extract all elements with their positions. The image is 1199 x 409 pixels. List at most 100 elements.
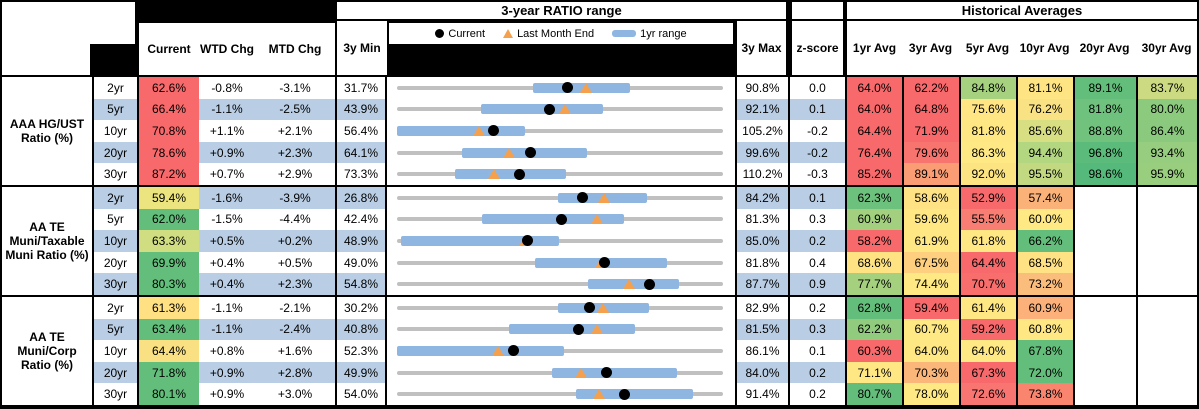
col-30yr-avg: 30yr Avg xyxy=(1141,41,1192,55)
cell-mtd-chg: +2.3% xyxy=(255,141,335,164)
last-month-end-marker xyxy=(492,345,505,356)
last-month-end-triangle-icon xyxy=(503,29,514,38)
current-marker xyxy=(600,367,612,379)
table-row: 20yr 78.6% +0.9% +2.3% 64.1% 99.6% -0.2 76.4% 79… xyxy=(92,141,1199,164)
range-chart xyxy=(385,251,735,274)
col-3yr-avg: 3yr Avg xyxy=(908,41,953,55)
range-chart xyxy=(385,318,735,341)
row-group-label: AAA HG/UST Ratio (%) xyxy=(0,77,92,185)
table-row: 5yr 62.0% -1.5% -4.4% 42.4% 81.3% 0.3 60.9% 59.6… xyxy=(92,208,1199,231)
cell-current: 78.6% xyxy=(137,141,199,164)
cell-current: 61.3% xyxy=(137,297,199,319)
cell-mtd-chg: +3.0% xyxy=(255,383,335,405)
cell-avg: 72.6% xyxy=(959,383,1016,405)
cell-avg: 70.3% xyxy=(902,361,959,384)
cell-z-score: 0.2 xyxy=(788,383,845,405)
range-chart xyxy=(385,77,735,99)
cell-avg: 62.2% xyxy=(902,77,959,99)
cell-z-score: -0.3 xyxy=(788,163,845,185)
cell-avg xyxy=(1136,273,1199,295)
cell-mtd-chg: -2.1% xyxy=(255,297,335,319)
cell-current: 62.0% xyxy=(137,208,199,231)
cell-current: 87.2% xyxy=(137,163,199,185)
cell-3y-min: 49.0% xyxy=(335,251,385,274)
cell-avg: 61.8% xyxy=(959,230,1016,252)
one-year-range-bar xyxy=(551,367,678,378)
cell-avg xyxy=(1136,251,1199,274)
last-month-end-marker xyxy=(488,169,501,180)
change-columns-header: Current WTD Chg MTD Chg xyxy=(139,23,335,75)
one-year-range-bar xyxy=(455,169,566,180)
last-month-end-marker xyxy=(558,104,571,115)
cell-avg: 71.9% xyxy=(902,120,959,142)
cell-avg xyxy=(1073,208,1136,231)
cell-tenor: 20yr xyxy=(92,141,137,164)
cell-avg: 86.3% xyxy=(959,141,1016,164)
cell-avg: 93.4% xyxy=(1136,141,1199,164)
cell-avg: 81.8% xyxy=(1073,98,1136,121)
ratio-section: AAA HG/UST Ratio (%) 2yr 62.6% -0.8% -3.1% 31… xyxy=(0,77,1199,185)
one-year-range-bar xyxy=(397,345,564,356)
cell-tenor: 2yr xyxy=(92,187,137,209)
cell-avg xyxy=(1073,297,1136,319)
cell-avg: 74.4% xyxy=(902,273,959,295)
cell-3y-max: 85.0% xyxy=(735,230,788,252)
range-chart xyxy=(385,98,735,121)
cell-3y-max: 82.9% xyxy=(735,297,788,319)
cell-avg: 66.2% xyxy=(1016,230,1073,252)
cell-avg xyxy=(1073,230,1136,252)
one-year-range-bar-icon xyxy=(612,30,637,37)
col-current: Current xyxy=(147,42,191,56)
cell-3y-max: 87.7% xyxy=(735,273,788,295)
last-month-end-marker xyxy=(593,389,606,400)
cell-wtd-chg: +0.7% xyxy=(199,163,255,185)
col-z-score: z-score xyxy=(792,21,843,75)
cell-3y-max: 81.3% xyxy=(735,208,788,231)
cell-avg: 75.6% xyxy=(959,98,1016,121)
cell-avg: 80.0% xyxy=(1136,98,1199,121)
cell-tenor: 30yr xyxy=(92,383,137,405)
cell-z-score: 0.9 xyxy=(788,273,845,295)
range-chart xyxy=(385,230,735,252)
last-month-end-marker xyxy=(579,82,592,93)
cell-avg xyxy=(1136,383,1199,405)
cell-avg: 94.4% xyxy=(1016,141,1073,164)
cell-mtd-chg: -4.4% xyxy=(255,208,335,231)
cell-mtd-chg: +0.2% xyxy=(255,230,335,252)
cell-avg: 83.7% xyxy=(1136,77,1199,99)
current-marker xyxy=(521,235,533,247)
cell-avg: 89.1% xyxy=(1073,77,1136,99)
range-chart xyxy=(385,208,735,231)
cell-current: 62.6% xyxy=(137,77,199,99)
row-group-label: AA TE Muni/Corp Ratio (%) xyxy=(0,297,92,405)
legend-1yr-range: 1yr range xyxy=(612,28,687,40)
one-year-range-bar xyxy=(462,147,588,158)
cell-avg: 81.8% xyxy=(959,120,1016,142)
cell-wtd-chg: +0.9% xyxy=(199,141,255,164)
one-year-range-bar xyxy=(481,214,625,225)
cell-avg: 60.9% xyxy=(1016,297,1073,319)
cell-3y-min: 73.3% xyxy=(335,163,385,185)
cell-3y-max: 91.4% xyxy=(735,383,788,405)
cell-3y-min: 30.2% xyxy=(335,297,385,319)
table-row: 10yr 64.4% +0.8% +1.6% 52.3% 86.1% 0.1 60.3% 64.… xyxy=(92,340,1199,362)
cell-avg: 64.8% xyxy=(902,98,959,121)
table-row: 20yr 71.8% +0.9% +2.8% 49.9% 84.0% 0.2 71.1% 70.… xyxy=(92,361,1199,384)
cell-wtd-chg: -0.8% xyxy=(199,77,255,99)
cell-avg: 68.6% xyxy=(845,251,902,274)
cell-avg: 79.6% xyxy=(902,141,959,164)
ratio-section: AA TE Muni/Taxable Muni Ratio (%) 2yr 59.4… xyxy=(0,187,1199,295)
cell-avg xyxy=(1136,361,1199,384)
cell-mtd-chg: -3.9% xyxy=(255,187,335,209)
table-row: 5yr 66.4% -1.1% -2.5% 43.9% 92.1% 0.1 64.0% 64.8… xyxy=(92,98,1199,121)
cell-avg: 70.7% xyxy=(959,273,1016,295)
one-year-range-bar xyxy=(509,324,635,335)
section-rows: 2yr 62.6% -0.8% -3.1% 31.7% 90.8% 0.0 64.0% 62.2… xyxy=(92,77,1199,185)
cell-avg: 96.8% xyxy=(1073,141,1136,164)
cell-3y-min: 54.8% xyxy=(335,273,385,295)
col-3y-min: 3y Min xyxy=(337,21,387,75)
range-track xyxy=(397,282,723,287)
cell-z-score: 0.3 xyxy=(788,208,845,231)
cell-avg: 85.6% xyxy=(1016,120,1073,142)
historical-averages-columns: 1yr Avg 3yr Avg 5yr Avg 10yr Avg 20yr Av… xyxy=(847,21,1197,75)
